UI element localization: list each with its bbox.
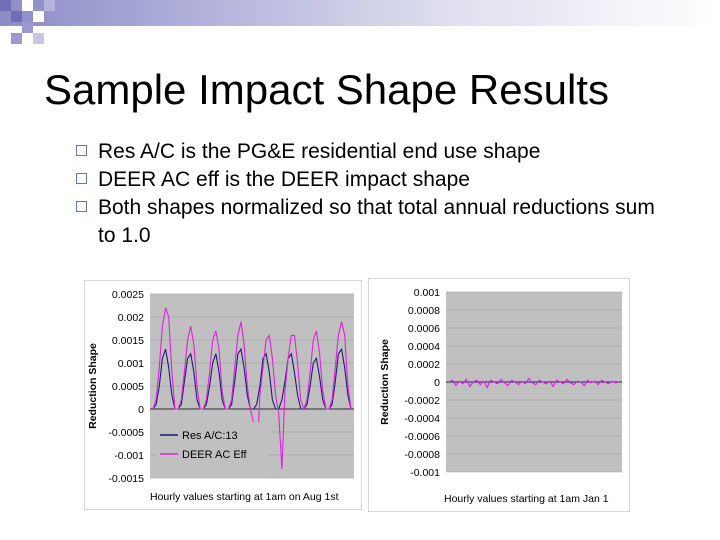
decor-square	[33, 33, 44, 44]
x-axis-label: Hourly values starting at 1am on Aug 1st	[150, 491, 339, 503]
y-tick-label: -0.0008	[404, 449, 440, 461]
series-line	[448, 377, 620, 389]
legend-label: DEER AC Eff	[182, 449, 248, 461]
y-tick-label: -0.001	[114, 450, 144, 462]
series-line	[152, 307, 352, 469]
legend-label: Res A/C:13	[182, 430, 238, 442]
y-tick-label: -0.0005	[108, 427, 144, 439]
bullet-text: DEER AC eff is the DEER impact shape	[98, 168, 470, 191]
y-tick-label: 0.002	[118, 312, 144, 324]
y-tick-label: -0.001	[410, 467, 440, 479]
bullet-list: Res A/C is the PG&E residential end use …	[76, 138, 676, 250]
y-tick-label: 0	[138, 404, 144, 416]
y-tick-label: -0.0015	[108, 473, 144, 485]
y-tick-label: -0.0006	[404, 431, 440, 443]
decor-square	[33, 11, 44, 22]
hollow-square-icon	[76, 201, 87, 212]
hollow-square-icon	[76, 173, 87, 184]
series-line	[152, 347, 352, 410]
decor-square	[11, 11, 22, 22]
chart-right: 0.001 0.0008 0.0006 0.0004 0.0002 0 -0.0002 -0.…	[368, 278, 630, 512]
chart-left-svg: 0.0025 0.002 0.0015 0.001 0.0005 0 -0.0005 -0.0…	[84, 280, 362, 510]
chart-left: 0.0025 0.002 0.0015 0.001 0.0005 0 -0.0005 -0.0…	[84, 280, 362, 510]
y-axis-label: Reduction Shape	[87, 343, 99, 429]
y-tick-label: 0	[434, 377, 440, 389]
decor-square	[22, 0, 33, 11]
decor-square	[22, 22, 33, 33]
y-tick-label: 0.0005	[112, 381, 144, 393]
y-tick-label: 0.0008	[408, 305, 440, 317]
x-axis-label: Hourly values starting at 1am Jan 1	[444, 493, 609, 505]
decor-square	[44, 0, 55, 11]
slide-title: Sample Impact Shape Results	[44, 66, 609, 113]
y-tick-label: -0.0002	[404, 395, 440, 407]
y-tick-label: 0.001	[414, 287, 440, 299]
y-tick-label: 0.0006	[408, 323, 440, 335]
decor-square	[0, 0, 11, 11]
y-tick-label: -0.0004	[404, 413, 440, 425]
y-tick-label: 0.001	[118, 358, 144, 370]
y-tick-label: 0.0015	[112, 335, 144, 347]
header-gradient-bar	[0, 0, 720, 26]
legend-box	[156, 422, 268, 464]
header-decoration	[0, 0, 720, 50]
hollow-square-icon	[76, 145, 87, 156]
decor-square	[11, 33, 22, 44]
bullet-item: DEER AC eff is the DEER impact shape	[76, 166, 676, 194]
bullet-text: Both shapes normalized so that total ann…	[98, 196, 655, 247]
bullet-item: Res A/C is the PG&E residential end use …	[76, 138, 676, 166]
y-axis-label: Reduction Shape	[379, 339, 391, 425]
y-tick-label: 0.0002	[408, 359, 440, 371]
chart-right-svg: 0.001 0.0008 0.0006 0.0004 0.0002 0 -0.0002 -0.…	[368, 278, 630, 512]
bullet-item: Both shapes normalized so that total ann…	[76, 194, 676, 250]
y-tick-label: 0.0025	[112, 289, 144, 301]
y-tick-label: 0.0004	[408, 341, 440, 353]
bullet-text: Res A/C is the PG&E residential end use …	[98, 140, 541, 163]
